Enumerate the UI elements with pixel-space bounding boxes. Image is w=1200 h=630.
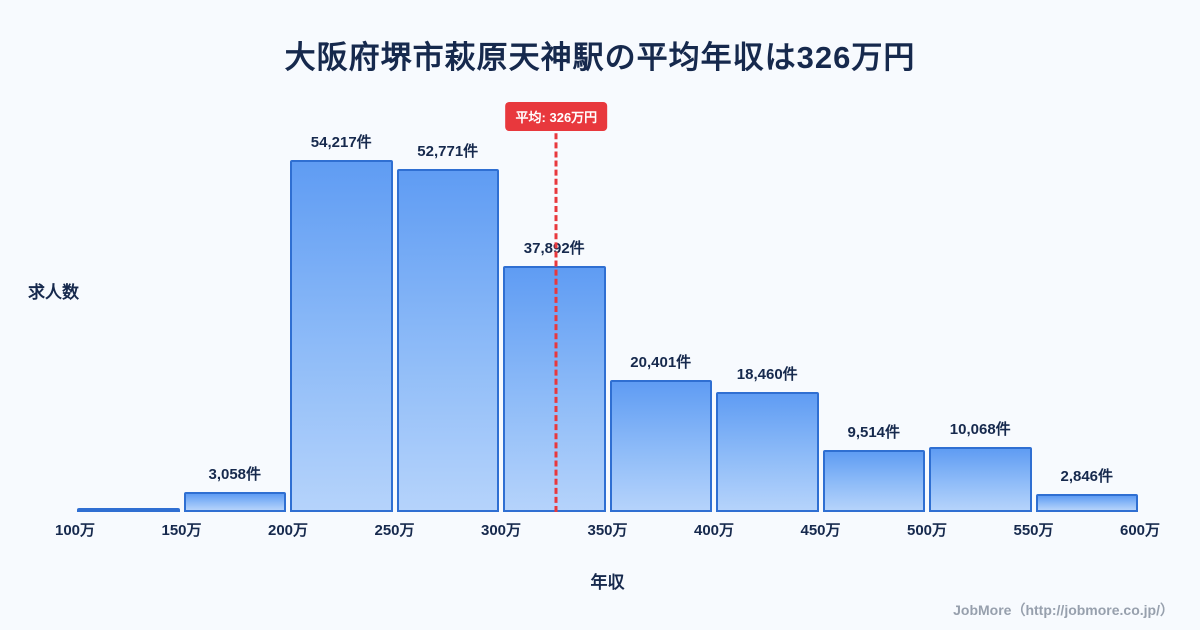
- histogram-bar: [77, 508, 180, 512]
- x-tick-label: 300万: [480, 522, 522, 539]
- x-tick-label: 600万: [1119, 522, 1161, 539]
- histogram-bar: [396, 169, 499, 512]
- bar-value-label: 2,846件: [1060, 467, 1114, 485]
- histogram-bar: [503, 266, 606, 512]
- y-axis-label: 求人数: [28, 283, 79, 302]
- x-tick-label: 250万: [374, 522, 415, 539]
- bar-value-label: 10,068件: [949, 420, 1011, 438]
- x-tick-label: 100万: [54, 522, 96, 539]
- x-tick-label: 350万: [587, 522, 628, 539]
- histogram-bar: [183, 492, 286, 512]
- average-badge: 平均: 326万円: [505, 102, 608, 131]
- histogram-bar: [290, 160, 393, 512]
- x-axis-ticks: 100万 150万 200万 250万 300万 350万 400万 450万 500万 550万…: [55, 519, 1160, 539]
- plot-area: 平均: 326万円 3,058件 54,217件 52,771件 37,892件 20,…: [75, 100, 1140, 512]
- histogram-bar: [822, 450, 925, 512]
- bar-value-label: 37,892件: [523, 240, 585, 257]
- histogram-bar: [716, 392, 819, 512]
- bar-value-label: 3,058件: [208, 466, 262, 484]
- bar-value-label: 20,401件: [630, 353, 692, 371]
- bar-value-label: 52,771件: [417, 143, 479, 161]
- histogram-bar: [1035, 493, 1138, 512]
- x-tick-label: 500万: [906, 522, 948, 539]
- x-tick-label: 400万: [693, 522, 735, 539]
- histogram-bar: [609, 379, 712, 512]
- histogram-bar: [929, 446, 1032, 512]
- x-tick-label: 150万: [161, 522, 202, 539]
- bar-value-label: 54,217件: [310, 134, 372, 151]
- x-axis-label: 年収: [590, 573, 625, 592]
- x-tick-label: 200万: [267, 522, 309, 539]
- bar-value-label: 18,460件: [736, 366, 798, 384]
- footer-credit: JobMore（http://jobmore.co.jp/）: [953, 602, 1174, 618]
- x-tick-label: 450万: [800, 522, 841, 539]
- x-tick-label: 550万: [1013, 522, 1054, 539]
- average-line: [554, 106, 558, 512]
- bar-value-label: 9,514件: [847, 424, 901, 442]
- chart-title: 大阪府堺市萩原天神駅の平均年収は326万円: [284, 40, 916, 75]
